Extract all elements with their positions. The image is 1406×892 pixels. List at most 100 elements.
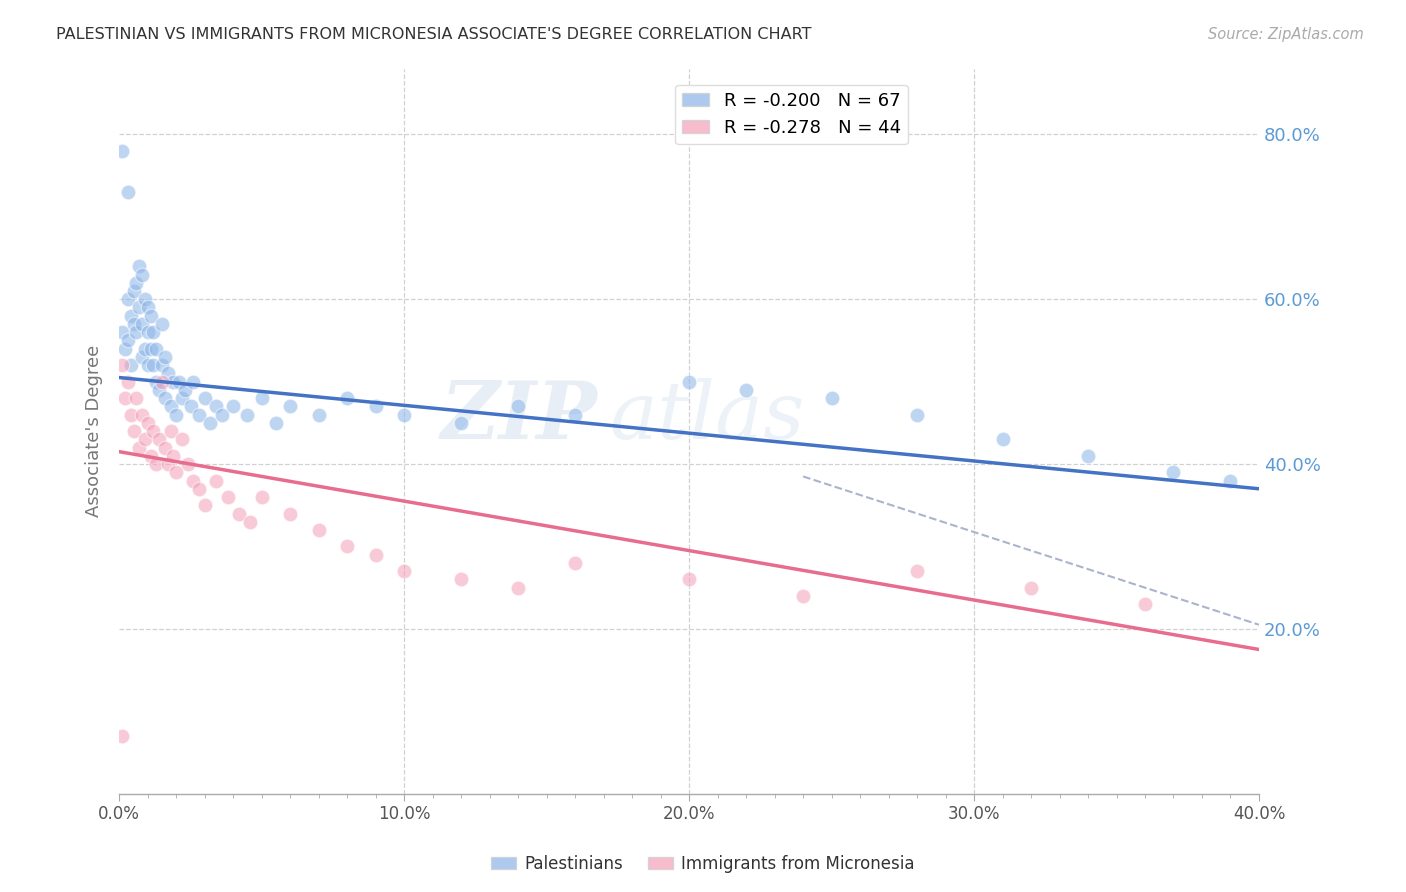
Point xyxy=(156,367,179,381)
Point xyxy=(150,358,173,372)
Point xyxy=(128,301,150,315)
Point xyxy=(250,391,273,405)
Point xyxy=(134,433,156,447)
Point xyxy=(120,309,142,323)
Point xyxy=(564,556,586,570)
Point xyxy=(148,383,170,397)
Point xyxy=(114,391,136,405)
Point xyxy=(131,350,153,364)
Y-axis label: Associate's Degree: Associate's Degree xyxy=(86,345,103,517)
Legend: R = -0.200   N = 67, R = -0.278   N = 44: R = -0.200 N = 67, R = -0.278 N = 44 xyxy=(675,85,908,145)
Point xyxy=(142,358,165,372)
Point xyxy=(678,375,700,389)
Point xyxy=(122,424,145,438)
Point xyxy=(162,449,184,463)
Point xyxy=(117,334,139,348)
Point xyxy=(792,589,814,603)
Point xyxy=(136,301,159,315)
Point xyxy=(308,408,330,422)
Point xyxy=(117,375,139,389)
Point xyxy=(139,309,162,323)
Point xyxy=(142,424,165,438)
Point xyxy=(167,375,190,389)
Point xyxy=(120,408,142,422)
Point xyxy=(165,465,187,479)
Point xyxy=(153,441,176,455)
Point xyxy=(165,408,187,422)
Point xyxy=(120,358,142,372)
Point xyxy=(188,408,211,422)
Point xyxy=(194,391,217,405)
Point xyxy=(176,457,198,471)
Point xyxy=(122,284,145,298)
Point xyxy=(136,358,159,372)
Point xyxy=(205,474,228,488)
Point xyxy=(217,490,239,504)
Point xyxy=(145,342,167,356)
Point xyxy=(1019,581,1042,595)
Point xyxy=(131,268,153,282)
Point xyxy=(364,548,387,562)
Point xyxy=(188,482,211,496)
Point xyxy=(278,400,301,414)
Point xyxy=(134,342,156,356)
Point xyxy=(125,276,148,290)
Point xyxy=(153,350,176,364)
Point xyxy=(111,729,134,743)
Point xyxy=(392,408,415,422)
Point xyxy=(150,317,173,331)
Point xyxy=(128,441,150,455)
Point xyxy=(239,515,262,529)
Point xyxy=(264,416,287,430)
Point xyxy=(1077,449,1099,463)
Point xyxy=(114,342,136,356)
Point xyxy=(150,375,173,389)
Point xyxy=(564,408,586,422)
Point xyxy=(117,185,139,199)
Point xyxy=(200,416,222,430)
Point xyxy=(117,292,139,306)
Point xyxy=(139,342,162,356)
Text: PALESTINIAN VS IMMIGRANTS FROM MICRONESIA ASSOCIATE'S DEGREE CORRELATION CHART: PALESTINIAN VS IMMIGRANTS FROM MICRONESI… xyxy=(56,27,811,42)
Point xyxy=(122,317,145,331)
Point xyxy=(156,457,179,471)
Point xyxy=(125,391,148,405)
Point xyxy=(159,424,181,438)
Point xyxy=(162,375,184,389)
Point xyxy=(148,433,170,447)
Point xyxy=(678,573,700,587)
Point xyxy=(145,375,167,389)
Point xyxy=(991,433,1014,447)
Point xyxy=(159,400,181,414)
Point xyxy=(170,391,193,405)
Point xyxy=(308,523,330,537)
Point xyxy=(183,375,205,389)
Point xyxy=(194,498,217,512)
Point xyxy=(128,260,150,274)
Legend: Palestinians, Immigrants from Micronesia: Palestinians, Immigrants from Micronesia xyxy=(485,848,921,880)
Point xyxy=(205,400,228,414)
Point xyxy=(1219,474,1241,488)
Point xyxy=(179,400,201,414)
Point xyxy=(336,391,359,405)
Point xyxy=(236,408,259,422)
Point xyxy=(170,433,193,447)
Point xyxy=(1163,465,1185,479)
Point xyxy=(111,325,134,339)
Point xyxy=(142,325,165,339)
Point xyxy=(173,383,195,397)
Point xyxy=(131,408,153,422)
Point xyxy=(336,540,359,554)
Point xyxy=(134,292,156,306)
Point xyxy=(820,391,842,405)
Point xyxy=(905,564,928,578)
Point xyxy=(508,400,530,414)
Point xyxy=(450,416,472,430)
Point xyxy=(139,449,162,463)
Point xyxy=(508,581,530,595)
Point xyxy=(111,144,134,158)
Point xyxy=(136,416,159,430)
Point xyxy=(211,408,233,422)
Point xyxy=(735,383,758,397)
Point xyxy=(136,325,159,339)
